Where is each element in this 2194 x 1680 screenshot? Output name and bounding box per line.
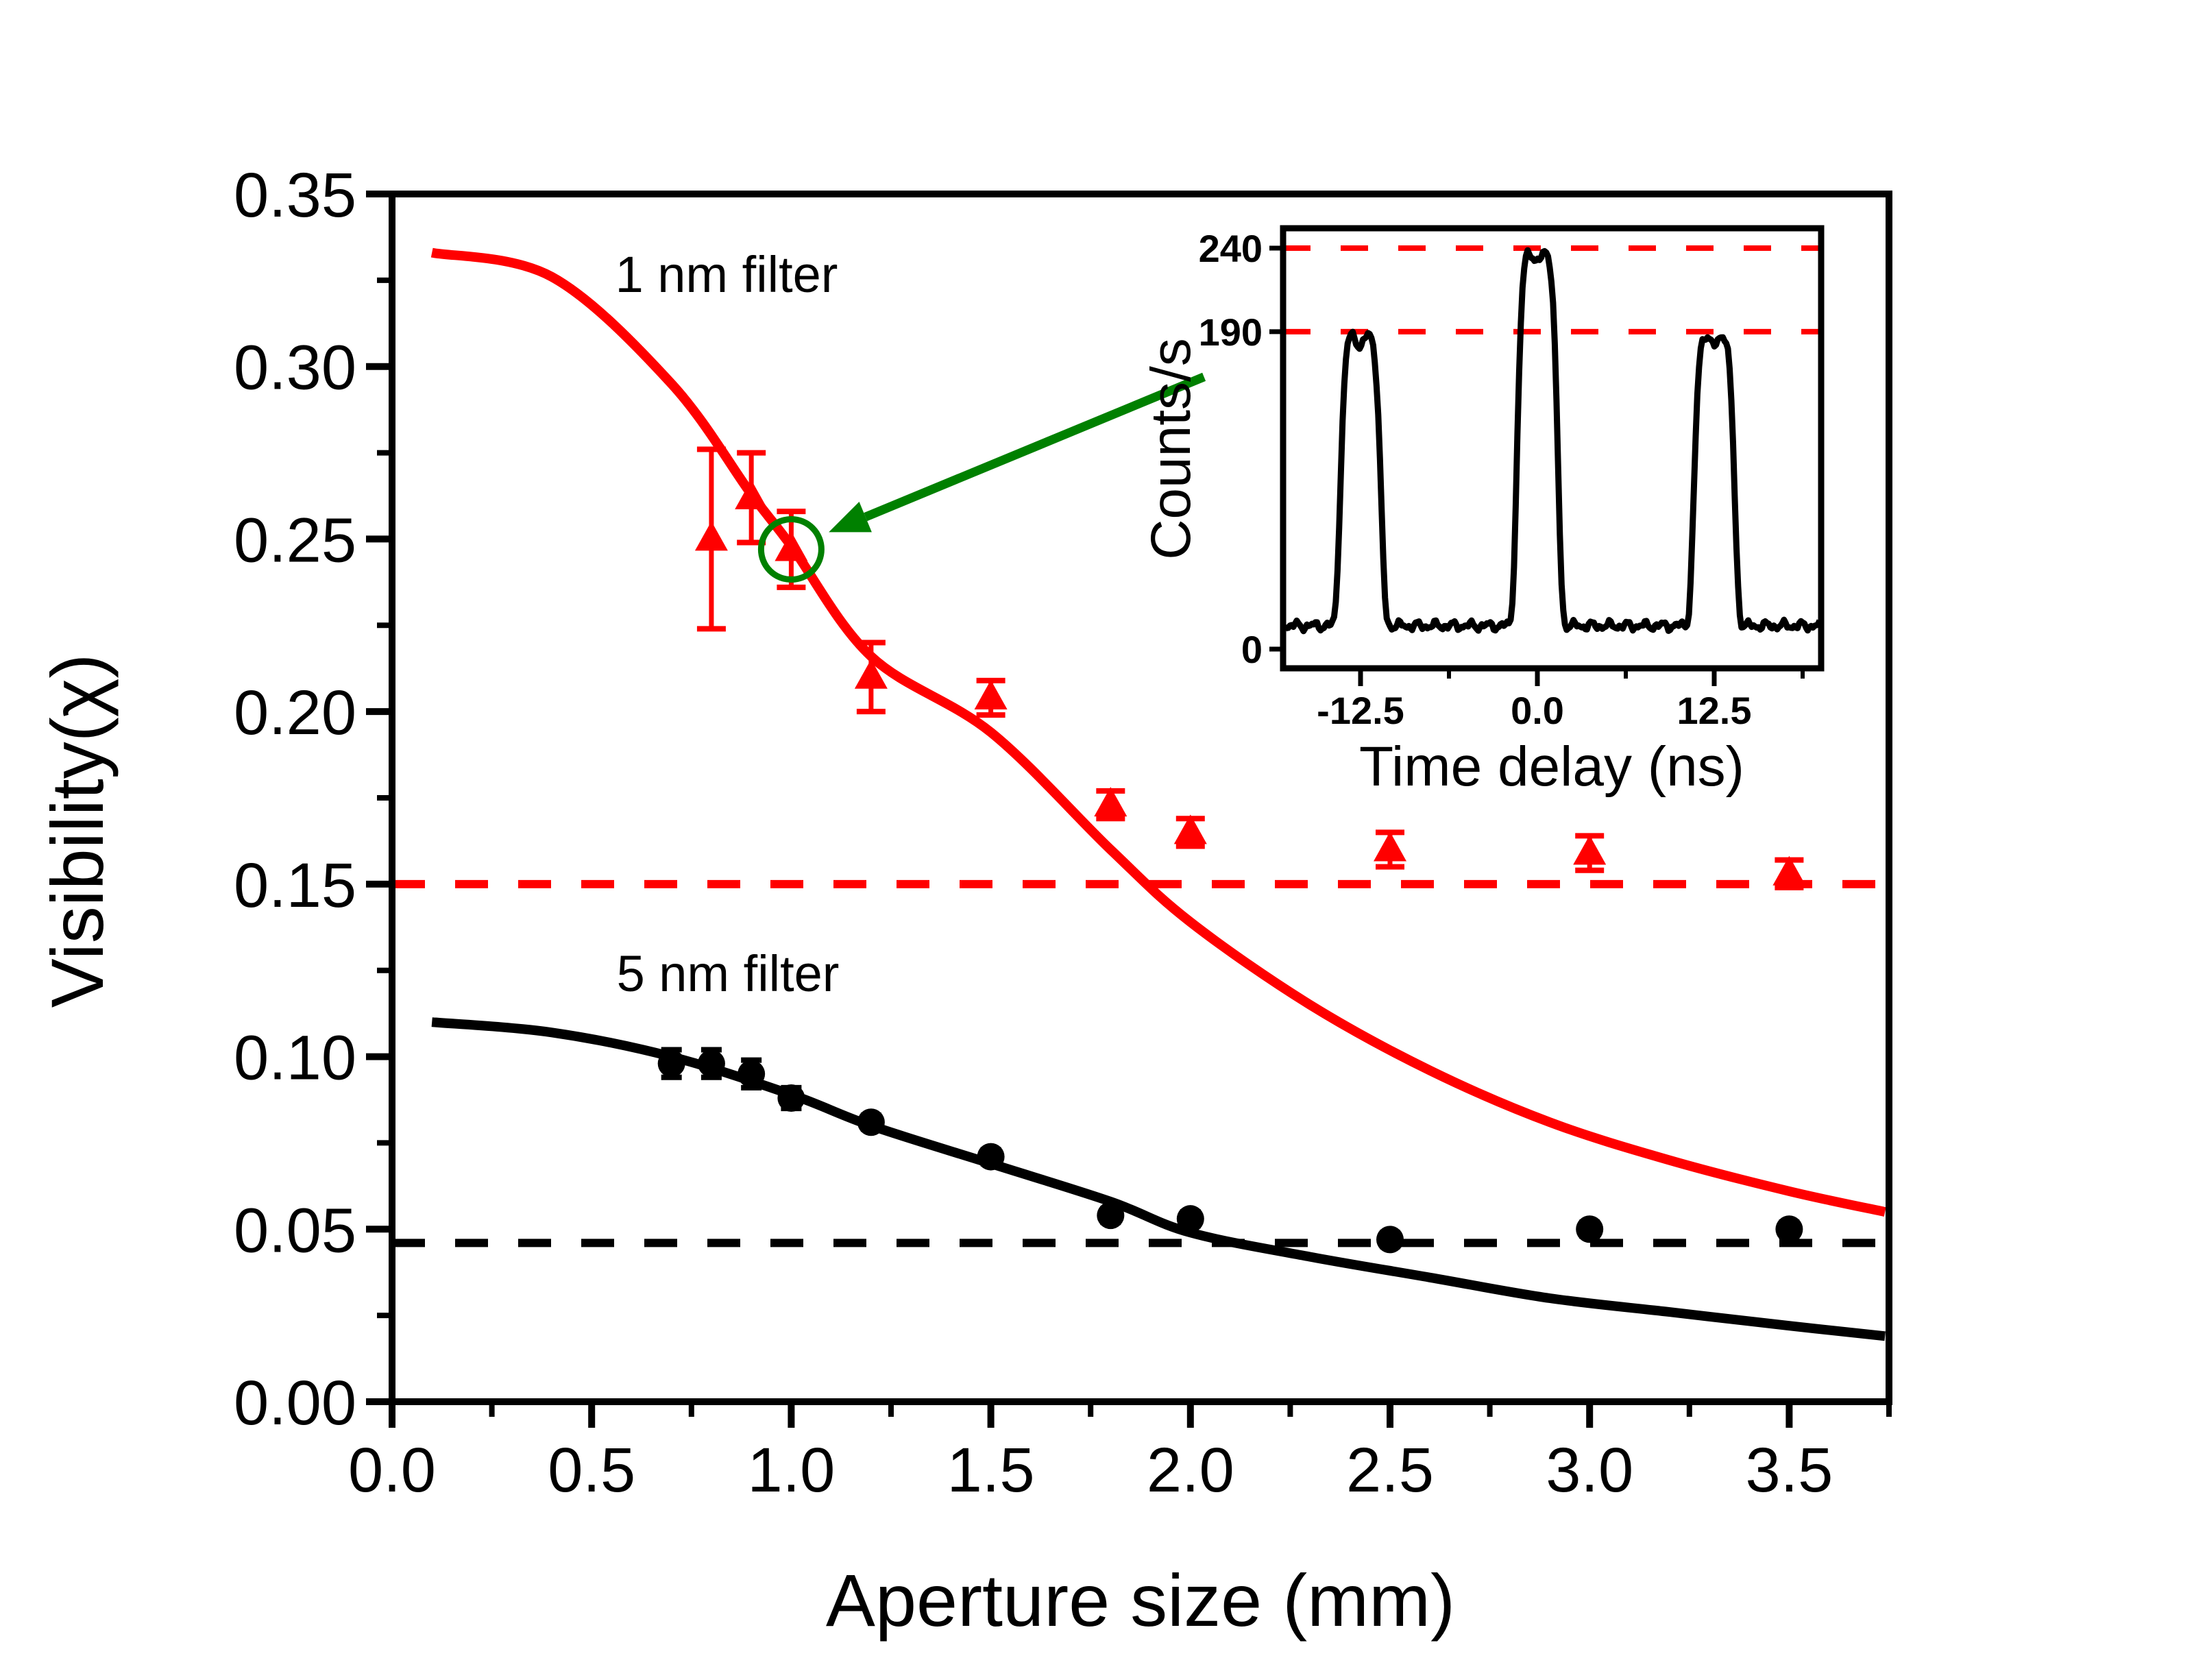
triangle-marker xyxy=(694,521,728,551)
triangle-marker xyxy=(1173,814,1207,844)
green-annotation xyxy=(757,372,1206,583)
x-tick-label: 0.0 xyxy=(348,1435,436,1505)
x-tick-label: 0.5 xyxy=(548,1435,635,1505)
triangle-marker xyxy=(974,680,1008,710)
inset-counts-curve xyxy=(1282,247,1823,635)
data-markers xyxy=(657,480,1806,1254)
error-bars xyxy=(661,446,1804,1250)
x-tick-label: 1.5 xyxy=(947,1435,1035,1505)
inset-y-axis-title: Counts/s xyxy=(1140,338,1202,560)
main-axes xyxy=(366,191,1892,1428)
inset-x-tick-label: 12.5 xyxy=(1677,689,1752,732)
triangle-marker xyxy=(775,531,808,561)
triangle-marker xyxy=(1094,787,1128,817)
main-plot: 0.0 0.5 1.0 1.5 2.0 2.5 3.0 3.50.000.050.100.15… xyxy=(36,160,1892,1642)
y-tick-label: 0.30 xyxy=(234,333,356,403)
coincidence-pulses-curve xyxy=(1282,247,1823,635)
series-label-1nm-filter: 1 nm filter xyxy=(615,246,838,303)
inset-tick-labels: 0 190 240 -12.5 0.0 12.5 xyxy=(1199,227,1752,732)
circle-marker xyxy=(657,1049,685,1078)
x-tick-label: 2.0 xyxy=(1147,1435,1234,1505)
circle-marker xyxy=(777,1084,805,1112)
x-axis-title: Aperture size (mm) xyxy=(826,1559,1455,1642)
x-tick-label: 1.0 xyxy=(747,1435,835,1505)
inset-y-tick-label: 190 xyxy=(1199,311,1263,354)
triangle-marker xyxy=(1573,835,1607,865)
arrow-shaft xyxy=(864,372,1206,522)
circle-marker xyxy=(1176,1205,1204,1233)
inset-axes xyxy=(1269,225,1825,686)
circle-marker xyxy=(857,1108,885,1136)
main-tick-labels: 0.0 0.5 1.0 1.5 2.0 2.5 3.0 3.50.000.050.100.15… xyxy=(234,160,1833,1505)
inset-x-tick-label: -12.5 xyxy=(1317,689,1404,732)
y-tick-label: 0.05 xyxy=(234,1195,356,1265)
circle-marker xyxy=(1097,1202,1125,1230)
arrow-head xyxy=(829,502,872,533)
x-tick-label: 3.0 xyxy=(1546,1435,1633,1505)
x-tick-label: 3.5 xyxy=(1745,1435,1833,1505)
inset-y-tick-label: 0 xyxy=(1241,628,1263,671)
y-axis-title: Visibility(χ) xyxy=(36,654,119,1008)
saturation-dashed-lines xyxy=(392,879,1889,1247)
fit-curve-1nm-filter xyxy=(430,247,1886,1217)
inset-x-axis-title: Time delay (ns) xyxy=(1359,735,1744,798)
x-tick-label: 2.5 xyxy=(1346,1435,1434,1505)
circle-marker xyxy=(1376,1226,1404,1254)
y-tick-label: 0.10 xyxy=(234,1023,356,1093)
triangle-marker xyxy=(1772,855,1806,886)
circle-marker xyxy=(1775,1215,1803,1243)
inset-frame xyxy=(1280,225,1825,672)
y-tick-label: 0.00 xyxy=(234,1368,356,1438)
triangle-marker xyxy=(1374,831,1406,862)
triangle-marker xyxy=(735,480,768,510)
circle-marker xyxy=(1576,1215,1604,1243)
triangle-marker xyxy=(854,659,888,689)
y-tick-label: 0.25 xyxy=(234,505,356,575)
y-tick-label: 0.15 xyxy=(234,851,356,921)
highlight-circle xyxy=(757,516,825,583)
y-tick-label: 0.20 xyxy=(234,678,356,748)
inset-y-tick-label: 240 xyxy=(1199,227,1263,270)
circle-marker xyxy=(697,1049,725,1078)
y-tick-label: 0.35 xyxy=(234,160,356,230)
circle-marker xyxy=(977,1143,1005,1171)
series-label-5nm-filter: 5 nm filter xyxy=(617,945,840,1002)
inset-plot: 0 190 240 -12.5 0.0 12.5 Time delay (ns) Coun… xyxy=(1140,225,1825,798)
inset-x-tick-label: 0.0 xyxy=(1511,689,1564,732)
fit-curve-5nm-filter xyxy=(431,1017,1886,1341)
circle-marker xyxy=(738,1060,766,1088)
